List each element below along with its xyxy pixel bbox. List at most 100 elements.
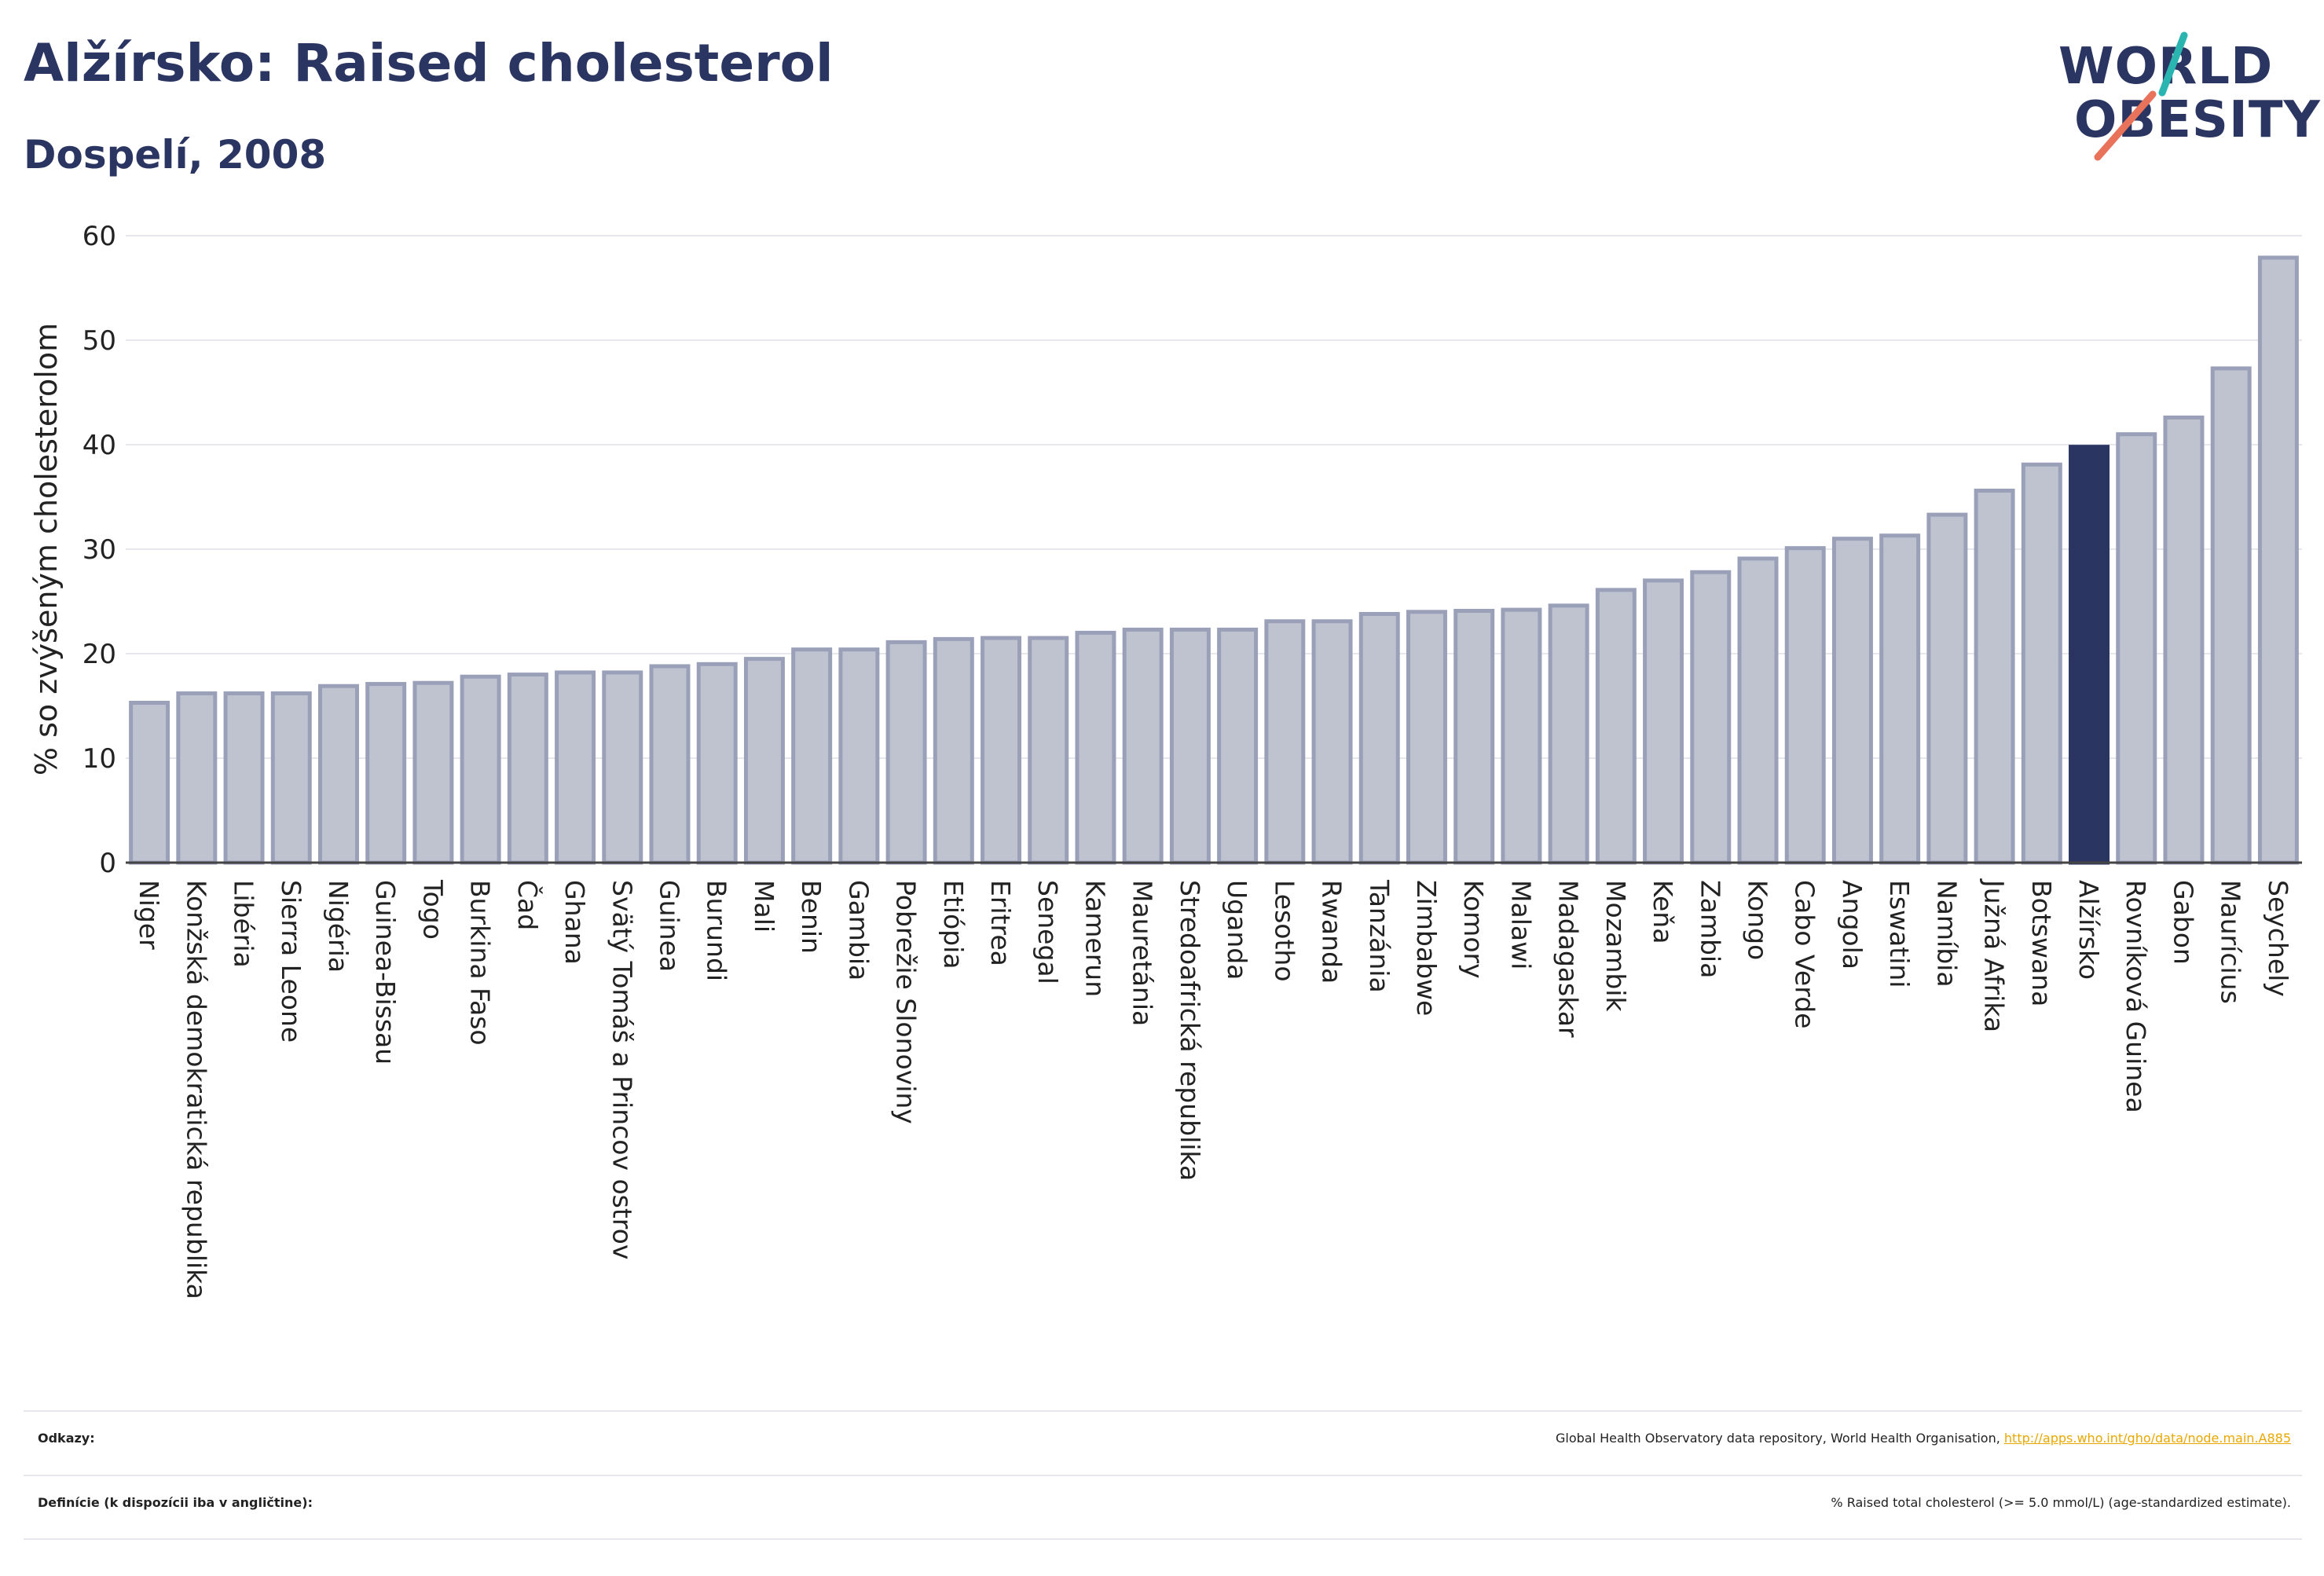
bar — [129, 701, 170, 865]
definitions-label: Definície (k dispozícii iba v angličtine… — [38, 1495, 313, 1510]
x-tick-label: Lesotho — [1269, 880, 1299, 982]
x-tick-label: Kongo — [1743, 880, 1773, 960]
x-tick-label: Keňa — [1648, 880, 1678, 944]
references-link[interactable]: http://apps.who.int/gho/data/node.main.A… — [2003, 1431, 2291, 1446]
bar-highlighted — [2069, 445, 2110, 865]
x-tick-label: Seychely — [2263, 880, 2293, 997]
x-tick-label: Benin — [796, 880, 827, 954]
bar — [1264, 619, 1306, 865]
x-tick-label: Gambia — [843, 880, 874, 980]
bar — [1169, 627, 1211, 865]
x-tick-label: Burkina Faso — [465, 880, 496, 1046]
bar — [1358, 611, 1400, 865]
logo-slash-icon — [2094, 31, 2188, 161]
y-tick-label: 30 — [82, 534, 116, 566]
references-value: Global Health Observatory data repositor… — [1556, 1431, 2291, 1446]
x-tick-label: Mauretánia — [1127, 880, 1158, 1026]
x-tick-label: Libéria — [229, 880, 259, 968]
x-tick-label: Mozambik — [1600, 880, 1631, 1012]
x-tick-label: Maurícius — [2216, 880, 2246, 1004]
bar — [1595, 588, 1637, 865]
x-tick-label: Eritrea — [985, 880, 1016, 966]
bar — [176, 691, 218, 865]
x-tick-label: Stredoafrická republika — [1175, 880, 1205, 1181]
bar — [2021, 462, 2062, 865]
bar — [460, 674, 501, 865]
x-tick-label: Rovníková Guinea — [2121, 880, 2151, 1113]
bar — [365, 682, 407, 865]
footer-references-row: Odkazy: Global Health Observatory data r… — [24, 1410, 2302, 1475]
bar — [1217, 627, 1259, 865]
bar — [270, 691, 312, 865]
y-axis-label: % so zvýšeným cholesterolom — [29, 323, 64, 775]
bar — [2163, 415, 2205, 865]
x-tick-label: Niger — [134, 880, 164, 950]
y-tick-label: 0 — [99, 848, 116, 879]
y-tick-label: 60 — [82, 221, 116, 252]
x-tick-label: Zambia — [1695, 880, 1725, 978]
bar — [696, 662, 738, 865]
x-tick-label: Nigéria — [323, 880, 354, 973]
x-tick-label: Tanzánia — [1364, 879, 1395, 993]
references-text: Global Health Observatory data repositor… — [1556, 1431, 2004, 1446]
bar — [412, 680, 454, 865]
bar — [1122, 627, 1164, 865]
bar — [838, 647, 880, 865]
world-obesity-logo: WORLD OBESITY — [2058, 31, 2320, 165]
bar — [555, 670, 596, 865]
x-tick-label: Angola — [1837, 880, 1868, 969]
bar — [2210, 366, 2252, 865]
definitions-value: % Raised total cholesterol (>= 5.0 mmol/… — [1831, 1495, 2291, 1510]
y-tick-label: 10 — [82, 743, 116, 775]
x-tick-label: Svätý Tomáš a Princov ostrov — [607, 880, 637, 1259]
x-tick-label: Namíbia — [1931, 880, 1962, 988]
bar — [2257, 255, 2299, 865]
bar — [981, 636, 1022, 865]
x-tick-label: Malawi — [1505, 880, 1536, 969]
footer-divider — [24, 1538, 2302, 1540]
bar — [223, 691, 265, 865]
x-tick-label: Pobrežie Slonoviny — [891, 880, 922, 1124]
bar — [1406, 610, 1447, 865]
bar — [933, 636, 974, 865]
chart-title: Alžírsko: Raised cholesterol — [24, 33, 834, 93]
bar — [1548, 603, 1589, 865]
x-tick-label: Alžírsko — [2073, 880, 2104, 980]
y-tick-label: 40 — [82, 430, 116, 461]
bar — [1974, 489, 2015, 865]
bar — [1075, 630, 1116, 865]
x-tick-label: Gabon — [2168, 880, 2198, 965]
x-tick-label: Madagaskar — [1553, 880, 1584, 1038]
bar — [1453, 608, 1495, 865]
y-tick-label: 20 — [82, 639, 116, 670]
bar — [1926, 512, 1968, 865]
bar — [1028, 636, 1069, 865]
bar — [791, 647, 833, 865]
bar — [1643, 578, 1684, 865]
x-tick-label: Guinea-Bissau — [370, 880, 401, 1065]
x-tick-label: Južná Afrika — [1979, 878, 2010, 1032]
x-tick-label: Zimbabwe — [1411, 880, 1442, 1016]
x-tick-label: Eswatini — [1884, 880, 1915, 988]
x-tick-label: Togo — [417, 879, 448, 940]
bar — [1690, 570, 1732, 865]
footer-definitions-row: Definície (k dispozícii iba v angličtine… — [24, 1475, 2302, 1539]
x-tick-label: Kamerun — [1080, 880, 1110, 997]
x-tick-label: Senegal — [1032, 880, 1063, 984]
bar — [317, 684, 359, 865]
bar — [1831, 537, 1873, 865]
x-tick-label: Mali — [749, 880, 779, 933]
bar — [1879, 533, 1921, 865]
bar — [649, 664, 691, 865]
x-tick-label: Guinea — [654, 880, 685, 972]
bar — [1784, 546, 1826, 865]
x-tick-label: Čad — [512, 880, 544, 930]
references-label: Odkazy: — [38, 1431, 95, 1446]
bar — [743, 657, 785, 865]
x-tick-label: Etiópia — [938, 880, 969, 969]
x-tick-label: Sierra Leone — [276, 880, 306, 1043]
bar — [602, 670, 643, 865]
x-tick-label: Ghana — [559, 880, 590, 965]
bar — [885, 640, 927, 865]
x-tick-label: Konžská demokratická republika — [181, 880, 211, 1299]
